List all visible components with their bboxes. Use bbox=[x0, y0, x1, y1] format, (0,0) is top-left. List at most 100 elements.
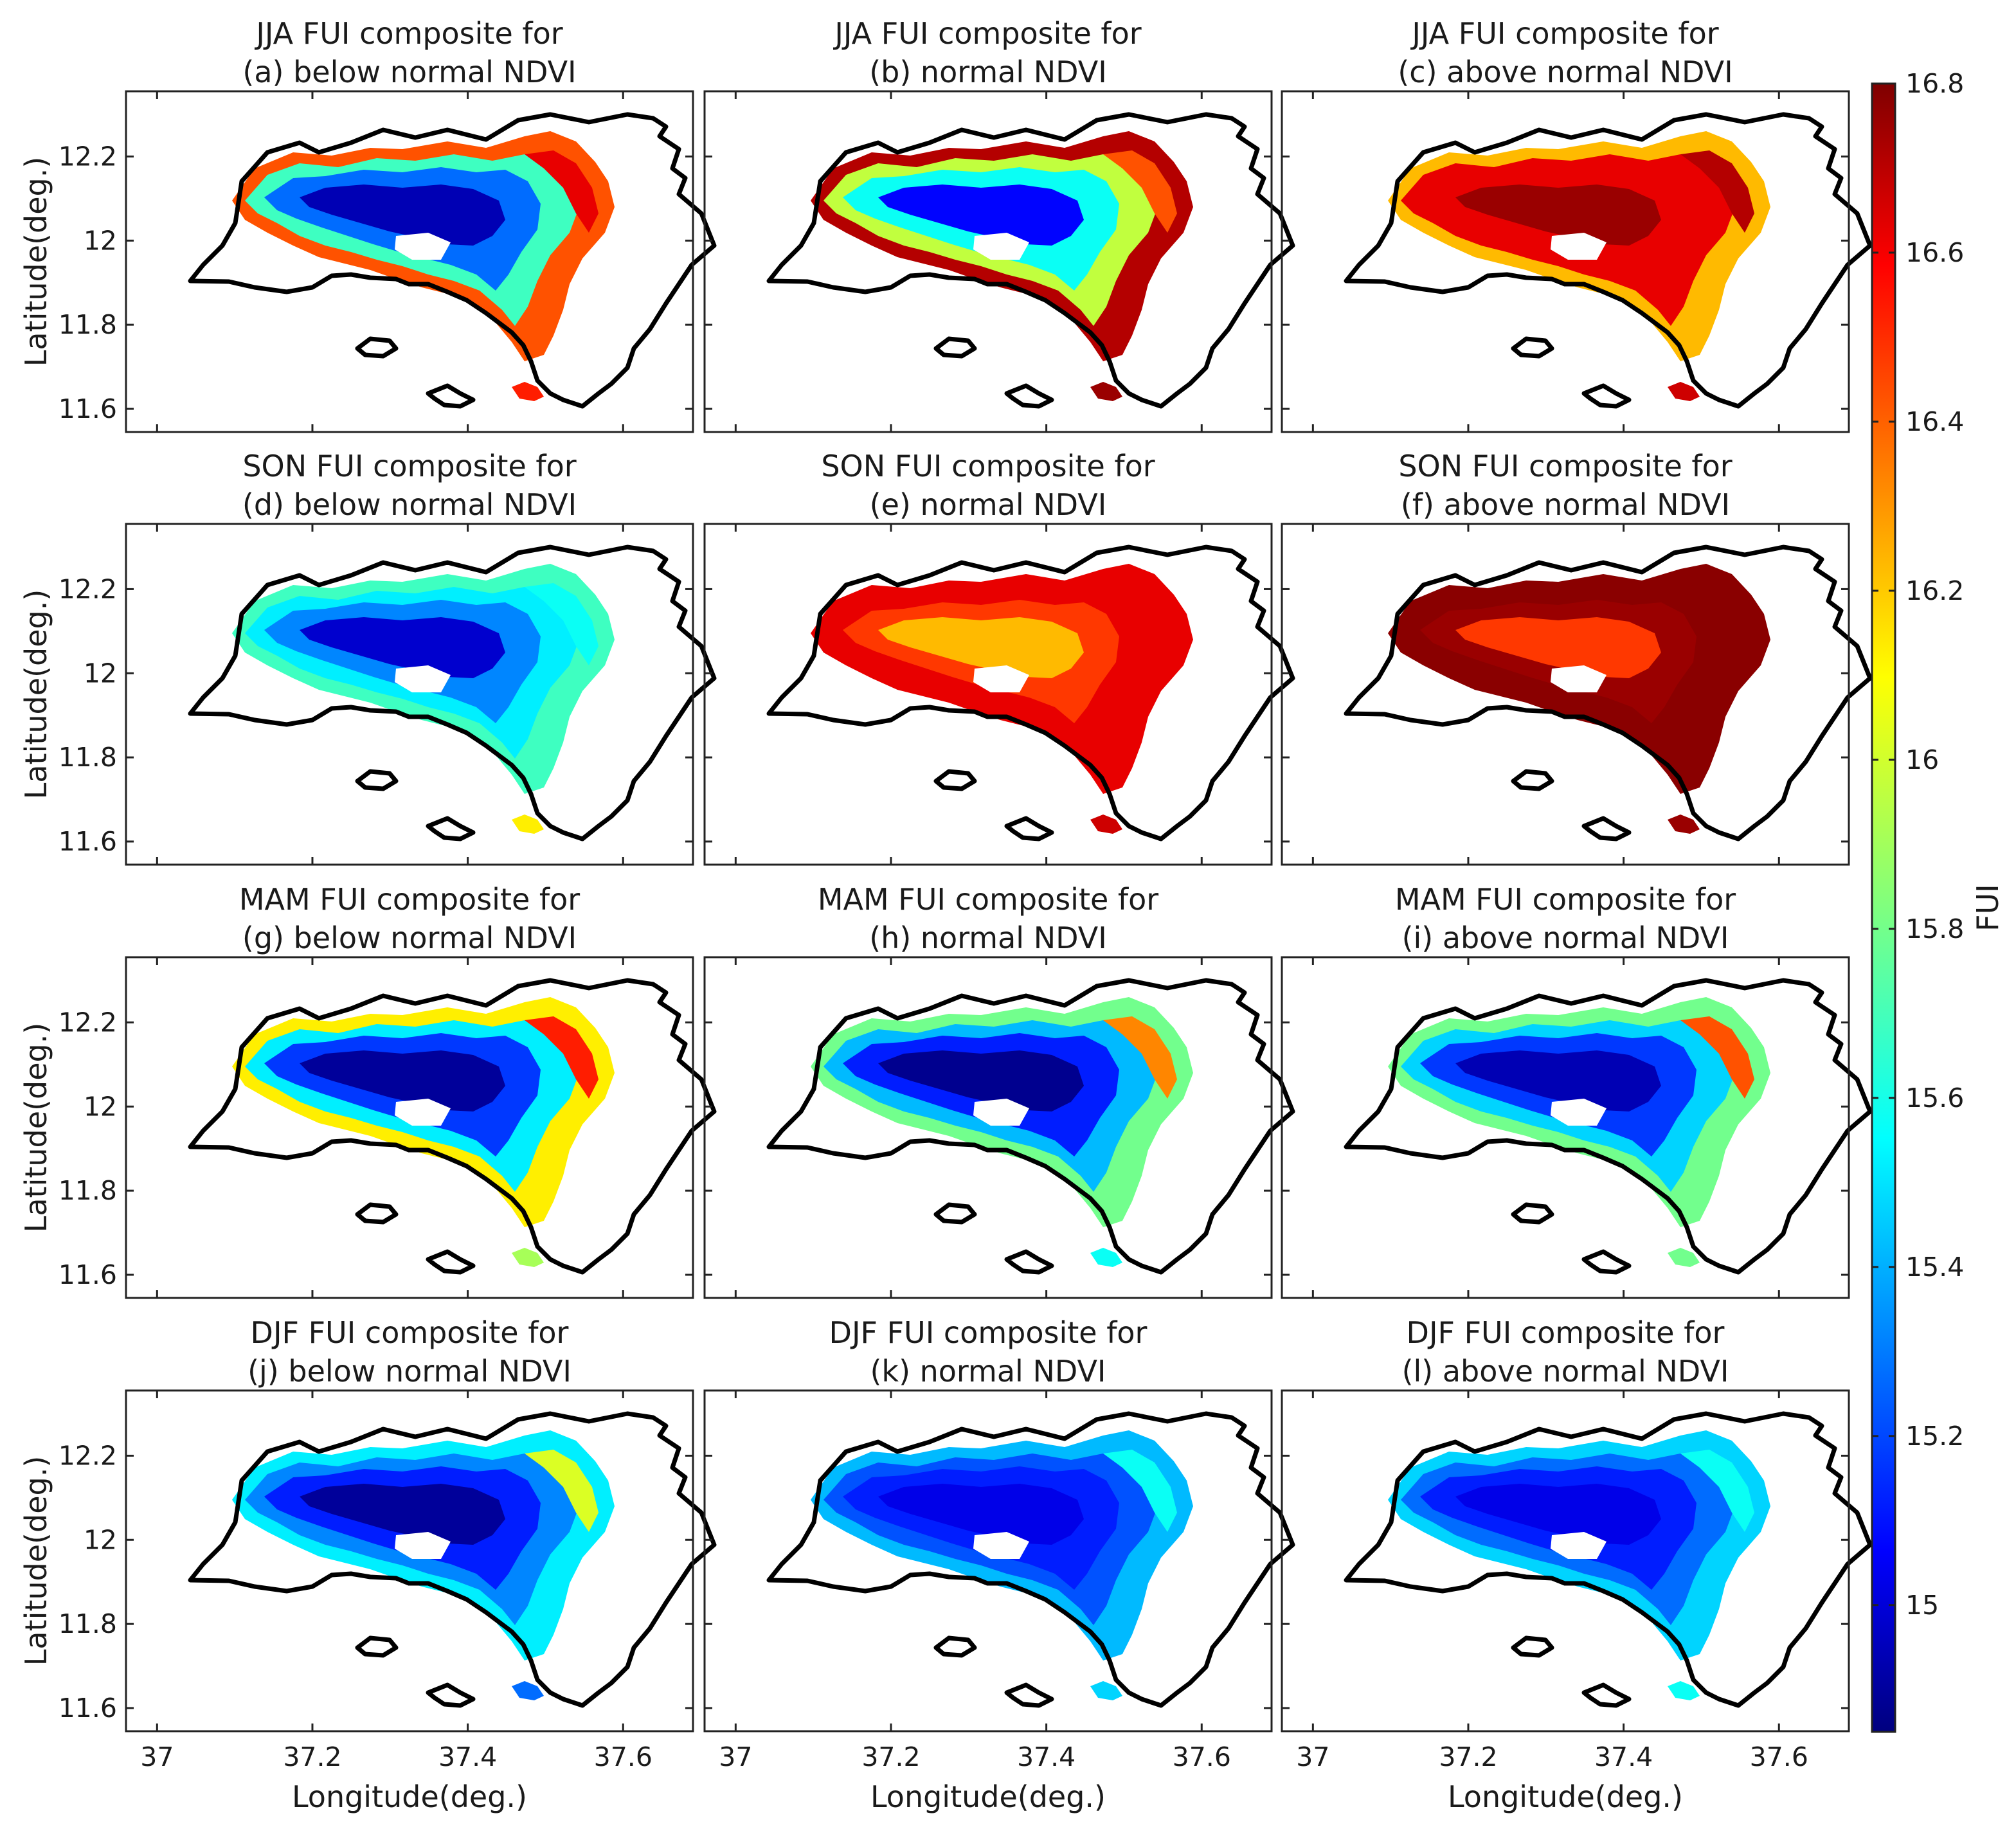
land-patch bbox=[1551, 1532, 1607, 1559]
x-axis-label: Longitude(deg.) bbox=[870, 1779, 1106, 1814]
fui-field bbox=[811, 564, 1193, 834]
panel-title-line1: DJF FUI composite for bbox=[829, 1315, 1148, 1350]
y-tick-label: 11.8 bbox=[59, 742, 117, 773]
panel-l: DJF FUI composite for (l) above normal ND… bbox=[1281, 1315, 1873, 1814]
fui-field bbox=[811, 1430, 1193, 1700]
panel-i: MAM FUI composite for (i) above normal ND… bbox=[1281, 882, 1873, 1299]
x-tick-label: 37.4 bbox=[438, 1742, 497, 1772]
panel-j: DJF FUI composite for (j) below normal ND… bbox=[19, 1315, 717, 1814]
fui-zone-center bbox=[300, 1050, 505, 1112]
y-axis-label: Latitude(deg.) bbox=[19, 590, 53, 800]
fui-zone-center bbox=[300, 617, 505, 678]
land-patch bbox=[395, 1099, 451, 1126]
colorbar-tick-label: 15.2 bbox=[1905, 1421, 1964, 1452]
fui-zone-center bbox=[1455, 1050, 1661, 1112]
x-tick-label: 37.6 bbox=[594, 1742, 652, 1772]
panel-k: DJF FUI composite for (k) normal NDVI 37 37… bbox=[703, 1315, 1295, 1814]
panel-c: JJA FUI composite for (c) above normal ND… bbox=[1281, 16, 1873, 433]
coastline bbox=[188, 1411, 717, 1708]
land-patch bbox=[973, 1532, 1029, 1559]
panel-title-line2: (e) normal NDVI bbox=[870, 487, 1107, 522]
colorbar-tick-label: 16.4 bbox=[1905, 406, 1964, 437]
axes-frame bbox=[1281, 90, 1850, 433]
land-patch bbox=[973, 665, 1029, 692]
x-axis-label: Longitude(deg.) bbox=[292, 1779, 527, 1814]
fui-zone-south bbox=[1668, 382, 1700, 401]
panel-a: JJA FUI composite for (a) below normal ND… bbox=[19, 16, 717, 433]
x-tick-label: 37.2 bbox=[283, 1742, 341, 1772]
land-patch bbox=[973, 233, 1029, 260]
x-tick-label: 37.4 bbox=[1594, 1742, 1653, 1772]
x-tick-label: 37.4 bbox=[1017, 1742, 1076, 1772]
panel-title-line1: SON FUI composite for bbox=[821, 449, 1155, 483]
land-patch bbox=[1551, 665, 1607, 692]
coastline bbox=[1344, 1411, 1873, 1708]
panel-title-line2: (j) below normal NDVI bbox=[248, 1354, 572, 1389]
fui-zone-south bbox=[512, 1248, 544, 1267]
y-tick-label: 12 bbox=[84, 658, 117, 688]
panel-b: JJA FUI composite for (b) normal NDVI bbox=[703, 16, 1295, 433]
fui-zone-northeast bbox=[1680, 1016, 1754, 1099]
land-patch bbox=[1551, 1099, 1607, 1126]
fui-zone-northeast bbox=[1103, 150, 1177, 233]
colorbar-gradient bbox=[1872, 84, 1895, 1732]
y-tick-label: 12.2 bbox=[59, 1440, 117, 1471]
y-tick-label: 11.8 bbox=[59, 1608, 117, 1639]
panel-title-line2: (h) normal NDVI bbox=[869, 921, 1107, 955]
panel-title-line1: MAM FUI composite for bbox=[1395, 882, 1736, 917]
y-tick-label: 12.2 bbox=[59, 1007, 117, 1038]
y-tick-label: 12 bbox=[84, 225, 117, 256]
axes-frame bbox=[703, 90, 1273, 433]
colorbar-tick-label: 15 bbox=[1905, 1590, 1939, 1621]
fui-zone-center bbox=[1455, 617, 1661, 678]
panel-title-line2: (k) normal NDVI bbox=[870, 1354, 1106, 1389]
coastline bbox=[188, 544, 717, 842]
coastline bbox=[188, 112, 717, 409]
panel-title-line2: (i) above normal NDVI bbox=[1402, 921, 1729, 955]
panel-d: SON FUI composite for (d) below normal ND… bbox=[19, 449, 717, 866]
fui-zone-south bbox=[512, 1681, 544, 1700]
panel-h: MAM FUI composite for (h) normal NDVI bbox=[703, 882, 1295, 1299]
fui-zone-center bbox=[878, 1484, 1084, 1545]
coastline bbox=[766, 1411, 1295, 1708]
axes-frame bbox=[703, 1389, 1273, 1733]
coastline bbox=[1344, 544, 1873, 842]
coastline bbox=[766, 544, 1295, 842]
fui-zone-south bbox=[1090, 382, 1122, 401]
land-patch bbox=[1551, 233, 1607, 260]
colorbar: 15 15.2 15.4 15.6 15.8 16 16.2 16.4 16.6 16.8 FUI bbox=[1871, 68, 2005, 1733]
fui-zone-northeast bbox=[1680, 1450, 1754, 1532]
fui-zone-center bbox=[878, 184, 1084, 246]
coastline bbox=[1344, 978, 1873, 1275]
land-patch bbox=[973, 1099, 1029, 1126]
coastline bbox=[188, 978, 717, 1275]
axes-frame bbox=[125, 90, 694, 433]
fui-zone-northeast bbox=[525, 1450, 598, 1532]
fui-zone-northeast bbox=[525, 583, 598, 665]
axes-frame bbox=[703, 523, 1273, 866]
y-tick-label: 11.8 bbox=[59, 1175, 117, 1206]
fui-zone-south bbox=[1668, 1248, 1700, 1267]
x-tick-label: 37 bbox=[1296, 1742, 1329, 1772]
x-tick-label: 37.2 bbox=[1439, 1742, 1497, 1772]
fui-field bbox=[232, 131, 615, 401]
y-axis-label: Latitude(deg.) bbox=[19, 1456, 53, 1666]
fui-zone-south bbox=[1090, 1248, 1122, 1267]
colorbar-tick-label: 15.6 bbox=[1905, 1083, 1964, 1113]
panel-title-line1: MAM FUI composite for bbox=[239, 882, 580, 917]
fui-field bbox=[232, 997, 615, 1267]
fui-zone-northeast bbox=[525, 150, 598, 233]
fui-zone-northeast bbox=[1103, 1016, 1177, 1099]
land-patch bbox=[395, 233, 451, 260]
fui-field bbox=[811, 997, 1193, 1267]
fui-zone-south bbox=[1090, 815, 1122, 834]
panel-title-line2: (l) above normal NDVI bbox=[1402, 1354, 1729, 1389]
fui-zone-south bbox=[1668, 1681, 1700, 1700]
coastline bbox=[766, 112, 1295, 409]
axes-frame bbox=[125, 956, 694, 1299]
x-tick-label: 37.6 bbox=[1173, 1742, 1231, 1772]
fui-field bbox=[232, 564, 615, 834]
axes-frame bbox=[703, 956, 1273, 1299]
panel-title-line2: (c) above normal NDVI bbox=[1398, 55, 1733, 89]
